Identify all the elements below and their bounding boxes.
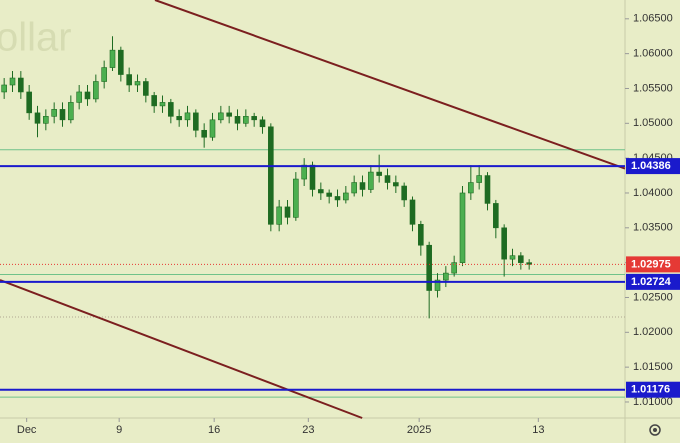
candle-body [51, 109, 57, 117]
x-tick-label: 23 [302, 424, 314, 436]
y-tick-label: 1.06000 [633, 48, 673, 60]
candle-body [468, 182, 474, 194]
candle-body [326, 192, 332, 197]
price-label-box [626, 256, 680, 273]
x-tick-label: 2025 [407, 424, 431, 436]
y-tick-label: 1.06500 [633, 13, 673, 25]
candle-body [301, 164, 307, 180]
x-tick-label: Dec [17, 424, 37, 436]
candle-body [509, 255, 516, 260]
candle-body [193, 112, 199, 131]
y-tick-label: 1.03500 [633, 222, 673, 234]
level-label-box [626, 273, 680, 290]
candle-body [93, 81, 99, 100]
level-label: 1.02724 [631, 276, 672, 288]
candle-body [409, 199, 416, 225]
candle-body [284, 206, 291, 218]
y-tick-label: 1.01000 [633, 396, 673, 408]
candle-body [68, 102, 74, 121]
x-tick-label: 13 [532, 424, 544, 436]
candle-body [501, 227, 507, 260]
candle-body [443, 272, 449, 281]
candle-body [351, 182, 357, 194]
candle-body [384, 175, 391, 183]
y-tick-label: 1.02000 [633, 326, 673, 338]
candle-body [359, 182, 366, 190]
candle-body [526, 262, 532, 265]
candle-body [493, 203, 499, 229]
level-label: 1.04386 [631, 160, 671, 172]
candle-body [184, 112, 191, 121]
candle-body [476, 175, 482, 183]
y-tick-label: 1.01500 [633, 361, 673, 373]
candle-body [176, 116, 182, 121]
candle-body [168, 102, 174, 117]
gear-center[interactable] [653, 428, 657, 432]
candle-body [318, 189, 324, 194]
candle-body [218, 112, 224, 121]
candle-body [118, 49, 124, 75]
watermark: ollar [0, 16, 72, 60]
candle-body [84, 91, 91, 100]
trendline [154, 0, 626, 170]
candle-body [134, 81, 141, 86]
candle-body [59, 109, 66, 121]
candle-body [268, 126, 274, 225]
y-tick-label: 1.04000 [633, 187, 673, 199]
candle-body [376, 171, 382, 176]
x-tick-label: 16 [208, 424, 220, 436]
candle-body [76, 91, 82, 103]
candle-body [234, 116, 241, 124]
trendline [0, 279, 363, 419]
candle-body [459, 192, 466, 263]
level-label-box [626, 158, 680, 175]
candle-body [251, 116, 257, 121]
candle-body [293, 178, 299, 218]
candle-body [309, 164, 316, 190]
level-label: 1.01176 [631, 384, 670, 396]
x-tick-label: 9 [116, 424, 122, 436]
settings-button[interactable] [649, 424, 661, 436]
candle-body [43, 116, 49, 124]
candle-body [368, 171, 374, 190]
level-label-box [626, 381, 680, 398]
candle-body [226, 112, 232, 117]
candle-body [26, 91, 32, 114]
candle-body [9, 77, 16, 86]
candle-body [243, 116, 249, 124]
y-tick-label: 1.05000 [633, 117, 673, 129]
y-tick-label: 1.02500 [633, 291, 673, 303]
candle-body [159, 102, 166, 107]
candle-body [393, 182, 399, 187]
candle-body [109, 49, 116, 68]
gear-icon[interactable] [649, 424, 661, 436]
candle-body [426, 244, 432, 291]
candle-body [126, 74, 132, 86]
candle-body [1, 84, 7, 93]
candle-body [259, 119, 266, 128]
candle-body [34, 112, 41, 124]
candle-body [343, 192, 349, 201]
candle-body [209, 119, 216, 138]
candle-body [401, 185, 407, 201]
candle-body [276, 206, 282, 225]
candle-body [518, 255, 524, 263]
candle-body [151, 95, 157, 107]
price-label: 1.02975 [631, 258, 671, 270]
candle-body [451, 262, 457, 274]
candle-body [418, 224, 424, 246]
candle-body [434, 279, 441, 291]
candle-body [101, 67, 107, 82]
candle-body [484, 175, 491, 204]
candle-body [18, 77, 24, 93]
candle-body [334, 196, 341, 201]
candle-body [201, 129, 207, 138]
candle-body [143, 81, 149, 96]
y-tick-label: 1.05500 [633, 82, 673, 94]
